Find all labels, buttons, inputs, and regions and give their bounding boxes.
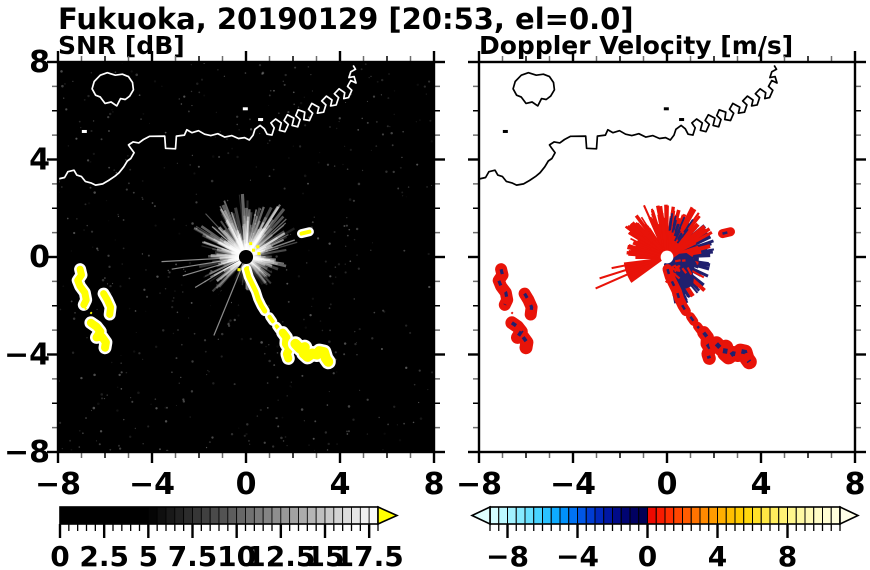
- x-tick-label: 8: [424, 467, 445, 502]
- velocity-overflow-arrow: [839, 505, 860, 526]
- echo-core-west-blob-2: [100, 290, 115, 318]
- echo-core-west-blob-3: [86, 318, 110, 352]
- x-tick-label: −4: [129, 467, 175, 502]
- x-tick-label: 4: [751, 467, 772, 502]
- echo-mottle-se-chain-2: [689, 315, 695, 323]
- coast-mainland: [478, 64, 778, 186]
- snr-panel: −8 −4 0 4 8 8 4 0 −4 −8: [4, 45, 445, 502]
- snr-colorbar-label: 0: [50, 540, 69, 570]
- navy-specks: [668, 213, 694, 244]
- echo-core-west-blob-1: [74, 265, 90, 309]
- axes-frame: −8 −4 0 4 8 8 4 0 −4 −8: [4, 45, 445, 502]
- y-tick-label: 8: [29, 45, 50, 80]
- echo-core-se-chain-2: [267, 314, 275, 324]
- panel-border: [56, 60, 436, 454]
- x-tick-label: 0: [657, 467, 678, 502]
- figure-title: Fukuoka, 20190129 [20:53, el=0.0]: [58, 2, 634, 36]
- snr-overflow-arrow: [377, 505, 399, 526]
- echo-core-west-blob-3: [507, 318, 531, 352]
- velocity-colorbar-label: −8: [486, 540, 529, 570]
- x-tick-label: −4: [550, 467, 596, 502]
- velocity-colorbar-label: 8: [778, 540, 797, 570]
- x-tick-label: 4: [330, 467, 351, 502]
- velocity-underflow-arrow: [470, 505, 491, 526]
- velocity-panel-title: Doppler Velocity [m/s]: [479, 31, 794, 60]
- y-tick-label: −8: [4, 435, 50, 470]
- snr-colorbar-label: 17.5: [335, 540, 404, 570]
- coast-islet: [258, 118, 264, 122]
- coastline: [478, 64, 778, 186]
- coast-islet: [242, 107, 248, 111]
- echo-core-se-chain-5: [290, 338, 334, 367]
- coast-island: [512, 71, 556, 107]
- coast-mainland: [57, 64, 357, 186]
- echo-chains: [71, 227, 336, 370]
- snr-colorbar-label: 5: [139, 540, 158, 570]
- snr-colorbar-label: 2.5: [79, 540, 129, 570]
- snr-colorbar-label: 10: [217, 540, 256, 570]
- snr-streaks: [193, 193, 298, 294]
- echo-west-dotted-trail: [84, 307, 93, 315]
- snr-colorbar-label: 15: [306, 540, 345, 570]
- echo-west-dotted-trail: [505, 307, 514, 315]
- velocity-colorbar-label: 4: [708, 540, 727, 570]
- long-rays: [161, 256, 245, 336]
- y-tick-label: −4: [4, 338, 50, 373]
- coast-islet: [502, 129, 508, 133]
- x-tick-label: −8: [35, 467, 81, 502]
- echo-mottle-se-chain-1: [666, 268, 687, 312]
- y-tick-label: 0: [29, 240, 50, 275]
- snr-colorbar-label: 7.5: [168, 540, 218, 570]
- velocity-colorbar-label: 0: [638, 540, 657, 570]
- snr-colorbar-label: 12.5: [246, 540, 315, 570]
- velocity-colorbar-label: −4: [556, 540, 599, 570]
- coastline: [57, 64, 357, 186]
- coast-islet: [679, 118, 685, 122]
- x-tick-label: 0: [236, 467, 257, 502]
- echo-chains: [492, 227, 757, 370]
- x-tick-label: 8: [845, 467, 866, 502]
- yellow-specks: [237, 242, 261, 272]
- y-tick-label: 4: [29, 143, 50, 178]
- echo-mottle-se-chain-4: [702, 331, 713, 359]
- velocity-panel: −8 −4 0 4 8: [456, 51, 866, 502]
- radar-center-disk: [238, 249, 254, 265]
- echo-core-ne-dash: [299, 229, 312, 236]
- panel-border: [477, 60, 857, 454]
- snr-panel-title: SNR [dB]: [58, 31, 185, 60]
- echo-core-west-blob-1: [495, 265, 511, 309]
- echo-core-se-chain-1: [244, 266, 268, 314]
- coast-islet: [81, 129, 87, 133]
- echo-mottle-se-chain-5: [714, 342, 752, 364]
- velocity-colorbar: −8 −4 0 4 8: [470, 505, 860, 570]
- coast-islet: [663, 107, 669, 111]
- echo-mottle-ne-dash: [722, 230, 731, 235]
- echo-core-se-chain-4: [278, 328, 294, 363]
- echo-mottle-west-blob-2: [523, 292, 534, 315]
- x-tick-label: −8: [456, 467, 502, 502]
- axes-frame: −8 −4 0 4 8: [456, 51, 866, 502]
- coast-island: [91, 71, 135, 107]
- radar-center-disk: [660, 250, 674, 264]
